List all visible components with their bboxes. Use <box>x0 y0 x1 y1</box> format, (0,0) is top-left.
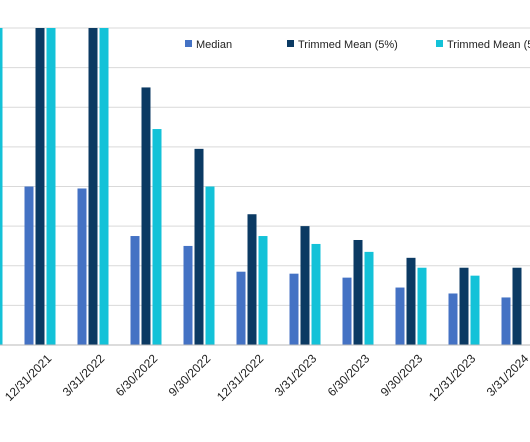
x-tick-label: 3/31/2024 <box>484 351 530 399</box>
x-tick-label: 12/31/2023 <box>426 351 479 404</box>
bar-series-0-cat-7 <box>342 277 352 345</box>
bar-series-2-cat-6 <box>311 243 321 345</box>
x-tick-label: 9/30/2023 <box>378 351 426 399</box>
bar-series-2-cat-5 <box>258 236 268 345</box>
bar-series-1-cat-5 <box>247 214 257 345</box>
legend-label-trimmed-mean: Trimmed Mean (5%) <box>298 39 398 51</box>
legend-swatch-trimmed-mean <box>287 40 294 47</box>
bar-series-2-cat-2 <box>99 28 109 345</box>
bar-series-2-cat-1 <box>46 28 56 345</box>
x-tick-label: 6/30/2022 <box>113 351 161 399</box>
bar-series-0-cat-10 <box>501 297 511 345</box>
x-tick-label: 12/31/2022 <box>214 351 267 404</box>
bar-series-1-cat-3 <box>141 87 151 345</box>
bar-series-2-cat-4 <box>205 186 215 345</box>
bar-series-1-cat-8 <box>406 257 416 345</box>
legend-swatch-median <box>185 40 192 47</box>
x-tick-label: 6/30/2023 <box>325 351 373 399</box>
bar-series-1-cat-10 <box>512 267 522 345</box>
x-tick-label: 3/31/2022 <box>60 351 108 399</box>
legend-swatch-trimmed-mean-2 <box>436 40 443 47</box>
bar-series-1-cat-7 <box>353 239 363 345</box>
bar-series-0-cat-1 <box>24 186 34 345</box>
bar-series-2-cat-9 <box>470 275 480 345</box>
bar-series-1-cat-9 <box>459 267 469 345</box>
legend-label-median: Median <box>196 39 232 51</box>
bar-series-2-cat-3 <box>152 129 162 345</box>
x-tick-labels: 12/31/2021 3/31/2022 6/30/2022 9/30/2022 12/… <box>2 351 530 404</box>
bars <box>0 28 522 345</box>
x-tick-label: 3/31/2023 <box>272 351 320 399</box>
bar-series-2-cat-8 <box>417 267 427 345</box>
bar-series-0-cat-3 <box>130 236 140 345</box>
bar-series-2-cat-7 <box>364 251 374 345</box>
bar-series-1-cat-4 <box>194 148 204 345</box>
bar-series-0-cat-5 <box>236 271 246 345</box>
legend: Median Trimmed Mean (5%) Trimmed Mean (5… <box>185 39 530 51</box>
bar-series-0-cat-9 <box>448 293 458 345</box>
bar-series-1-cat-6 <box>300 226 310 345</box>
bar-series-1-cat-1 <box>35 28 45 345</box>
bar-series-0-cat-6 <box>289 273 299 345</box>
grid <box>0 27 530 346</box>
bar-series-0-cat-4 <box>183 245 193 345</box>
bar-series-0-cat-2 <box>77 188 87 345</box>
bar-series-0-cat-8 <box>395 287 405 345</box>
x-tick-label: 9/30/2022 <box>166 351 214 399</box>
bar-series-1-cat-2 <box>88 28 98 345</box>
bar-series-2-cat-0 <box>0 28 3 345</box>
legend-label-trimmed-mean-2: Trimmed Mean (5%) <box>447 39 530 51</box>
x-tick-label: 12/31/2021 <box>2 351 55 404</box>
